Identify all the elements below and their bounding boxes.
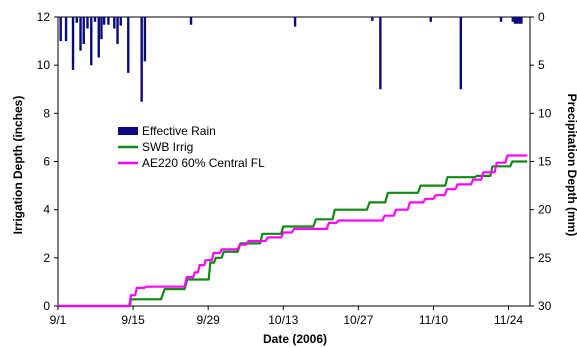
rain-bar bbox=[459, 17, 463, 90]
legend-label: Effective Rain bbox=[142, 124, 216, 138]
legend: Effective Rain SWB Irrig AE220 60% Central… bbox=[118, 124, 265, 170]
rain-bar bbox=[79, 17, 82, 51]
rain-bar bbox=[520, 17, 523, 24]
rain-bar bbox=[71, 17, 75, 70]
x-tick-label: 11/24 bbox=[494, 313, 523, 327]
rain-bar bbox=[189, 17, 193, 25]
y-left-tick-label: 10 bbox=[37, 58, 51, 72]
rain-bar bbox=[518, 17, 521, 24]
rain-bar bbox=[429, 17, 432, 22]
y-right-tick-label: 15 bbox=[538, 155, 552, 169]
rain-bar bbox=[90, 17, 93, 66]
rain-bar bbox=[59, 17, 62, 42]
y-left-tick-label: 4 bbox=[43, 203, 50, 217]
rain-bars bbox=[59, 17, 523, 102]
y-left-tick-label: 0 bbox=[43, 299, 50, 313]
y-right-tick-label: 30 bbox=[538, 299, 552, 313]
x-tick-label: 9/29 bbox=[197, 313, 221, 327]
y-right-tick-label: 0 bbox=[538, 10, 545, 24]
y-left-axis-title: Irrigation Depth (inches) bbox=[11, 96, 25, 235]
rain-bar bbox=[82, 17, 85, 44]
y-left-tick-label: 6 bbox=[43, 155, 50, 169]
rain-bar bbox=[97, 17, 100, 58]
x-tick-label: 10/13 bbox=[268, 313, 298, 327]
y-right-tick-label: 5 bbox=[538, 58, 545, 72]
rain-bar bbox=[116, 17, 119, 44]
y-right-axis-ticks: 0 5 10 15 20 25 30 bbox=[530, 10, 552, 313]
y-right-tick-label: 20 bbox=[538, 203, 552, 217]
legend-label: AE220 60% Central FL bbox=[142, 156, 265, 170]
y-left-tick-label: 8 bbox=[43, 106, 50, 120]
rain-bar bbox=[93, 17, 97, 22]
rain-bar bbox=[511, 17, 515, 22]
rain-bar bbox=[127, 17, 130, 73]
y-left-axis-ticks: 0 2 4 6 8 10 12 bbox=[37, 10, 58, 313]
y-left-tick-label: 12 bbox=[37, 10, 51, 24]
x-tick-label: 11/10 bbox=[419, 313, 448, 327]
rain-bar bbox=[515, 17, 519, 24]
rain-bar bbox=[107, 17, 110, 25]
rain-bar bbox=[75, 17, 78, 23]
y-right-tick-label: 25 bbox=[538, 251, 552, 265]
swb-irrig-line bbox=[58, 160, 528, 308]
y-left-tick-label: 2 bbox=[43, 251, 50, 265]
rain-bar bbox=[113, 17, 116, 29]
rain-bar bbox=[119, 17, 122, 26]
rain-bar bbox=[64, 17, 68, 42]
rain-bar bbox=[140, 17, 143, 102]
y-right-axis-title: Precipitation Depth (mm) bbox=[565, 94, 577, 237]
series-lines bbox=[58, 154, 528, 308]
ae220-line bbox=[58, 154, 528, 308]
x-tick-label: 9/1 bbox=[50, 313, 67, 327]
x-tick-label: 10/27 bbox=[343, 313, 373, 327]
rain-bar bbox=[499, 17, 503, 22]
rain-bar bbox=[143, 17, 147, 62]
legend-label: SWB Irrig bbox=[142, 140, 193, 154]
legend-swatch-rain bbox=[118, 127, 138, 135]
rain-bar bbox=[86, 17, 89, 29]
rain-bar bbox=[513, 17, 517, 24]
x-axis-title: Date (2006) bbox=[263, 332, 327, 346]
x-tick-label: 9/15 bbox=[121, 313, 145, 327]
rain-bar bbox=[100, 17, 103, 40]
rain-bar bbox=[371, 17, 374, 21]
x-axis-ticks: 9/1 9/15 9/29 10/13 10/27 11/10 11/24 bbox=[50, 306, 523, 327]
y-right-tick-label: 10 bbox=[538, 106, 552, 120]
rain-bar bbox=[102, 17, 106, 25]
rain-bar bbox=[379, 17, 382, 90]
rain-bar bbox=[293, 17, 297, 27]
